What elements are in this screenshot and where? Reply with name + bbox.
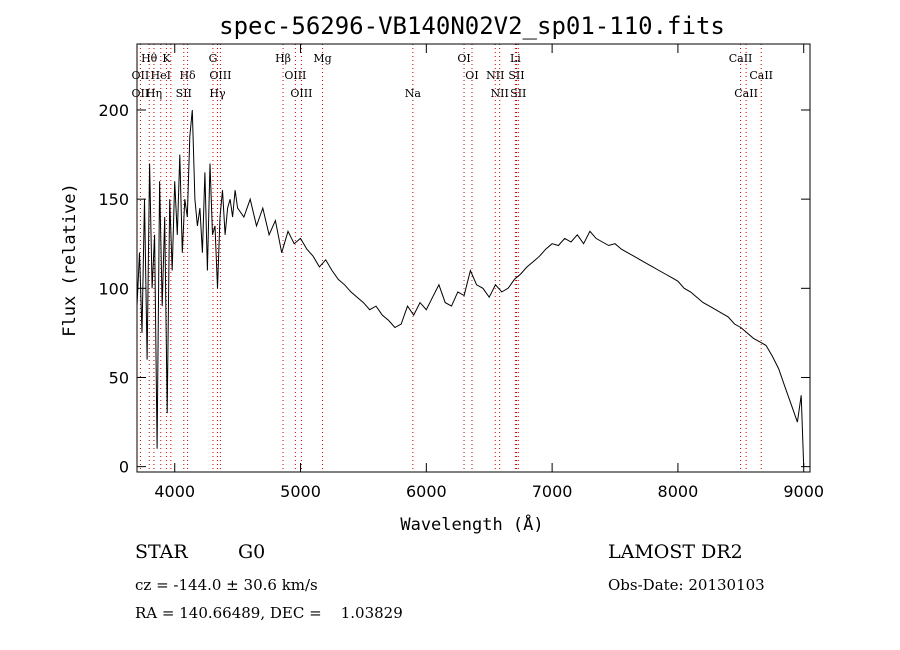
line-label: Hθ [141,52,158,65]
line-label: OII [132,87,150,100]
line-label: SII [508,69,524,82]
line-label: OI [457,52,470,65]
line-label: Li [510,52,521,65]
y-tick-label: 200 [98,101,129,120]
survey-name: LAMOST DR2 [608,541,743,563]
axis-ticks: 4000 5000 6000 7000 8000 9000 0 50 100 150 200 [98,44,824,501]
line-label: Hδ [179,69,196,82]
redshift-readout: cz = -144.0 ± 30.6 km/s [135,576,318,594]
plot-frame [136,43,811,473]
x-tick-label: 7000 [532,482,573,501]
line-label: G [209,52,218,65]
line-label: SII [176,87,192,100]
line-label: OII [132,69,150,82]
obs-date: Obs-Date: 20130103 [608,576,765,594]
line-label: OIII [290,87,312,100]
line-label: OI [465,69,478,82]
line-label: OIII [209,69,231,82]
x-tick-label: 9000 [783,482,824,501]
x-tick-label: 8000 [658,482,699,501]
line-label: OIII [284,69,306,82]
subclass: G0 [238,541,266,563]
line-label: CaII [749,69,773,82]
y-tick-label: 0 [119,458,129,477]
spectral-line-markers [139,44,762,472]
x-axis-label: Wavelength (Å) [400,513,543,535]
y-tick-label: 100 [98,279,129,298]
x-tick-label: 6000 [406,482,447,501]
x-tick-label: 5000 [280,482,321,501]
spectrum-line [136,109,805,467]
line-label: Mg [313,52,331,65]
x-tick-label: 4000 [154,482,195,501]
line-label: K [162,52,171,65]
line-label: NII [486,69,504,82]
line-label: Hη [146,87,162,100]
y-axis-label: Flux (relative) [60,183,80,337]
coordinates: RA = 140.66489, DEC = 1.03829 [135,604,403,622]
line-label: SII [510,87,526,100]
line-label: CaII [734,87,758,100]
line-label: Hβ [275,52,291,65]
line-label: CaII [729,52,753,65]
line-label: NII [491,87,509,100]
line-label: HeI [151,69,171,82]
line-label: Hγ [209,87,226,100]
chart-title: spec-56296-VB140N02V2_sp01-110.fits [219,12,725,40]
line-label: Na [405,87,422,100]
object-type: STAR [135,541,188,563]
y-tick-label: 150 [98,190,129,209]
y-tick-label: 50 [109,368,129,387]
